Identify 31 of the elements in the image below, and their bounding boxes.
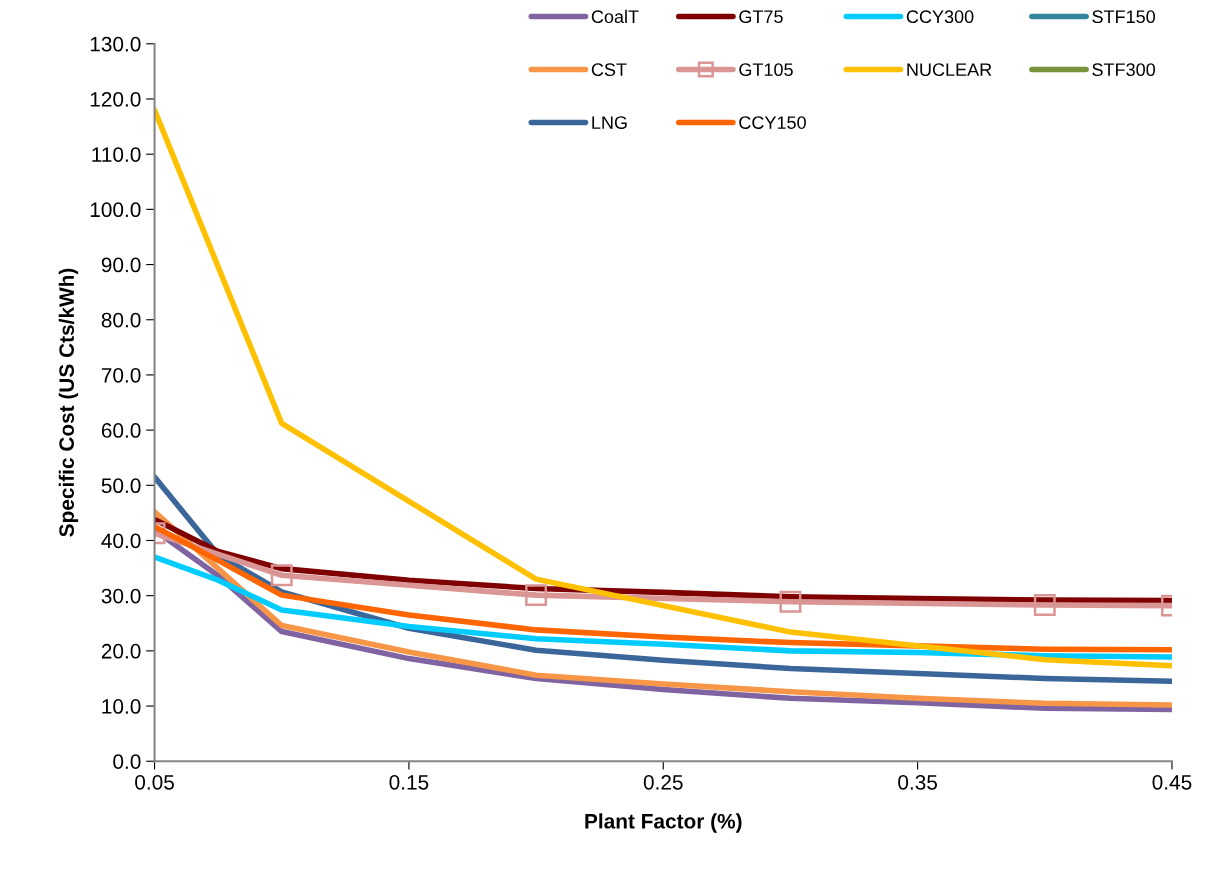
y-tick-label: 20.0 bbox=[101, 643, 141, 659]
x-tick-label: 0.35 bbox=[898, 774, 938, 790]
y-tick-label: 60.0 bbox=[101, 423, 141, 438]
y-tick-label: 110.0 bbox=[92, 147, 141, 162]
y-tick-label: 80.0 bbox=[101, 312, 141, 328]
y-tick-label: 100.0 bbox=[90, 202, 141, 218]
y-axis-title: Specific Cost (US Cts/kWh) bbox=[58, 268, 79, 537]
x-tick-label: 0.45 bbox=[1152, 774, 1192, 790]
legend-label: CCY150 bbox=[739, 116, 806, 129]
x-axis-title: Plant Factor (%) bbox=[585, 813, 742, 833]
x-tick-label: 0.25 bbox=[643, 774, 683, 790]
legend-label: CoalT bbox=[591, 9, 639, 24]
legend-label: CST bbox=[591, 63, 627, 77]
legend-label: STF300 bbox=[1092, 63, 1156, 77]
x-tick-label: 0.15 bbox=[389, 774, 429, 790]
y-tick-label: 90.0 bbox=[101, 257, 141, 273]
y-tick-label: 130.0 bbox=[90, 36, 141, 52]
legend-label: STF150 bbox=[1092, 10, 1156, 24]
x-tick-label: 0.05 bbox=[135, 774, 174, 790]
legend-label: GT105 bbox=[739, 63, 793, 77]
legend-label: GT75 bbox=[739, 10, 783, 24]
legend-label: CCY300 bbox=[906, 10, 974, 24]
y-tick-label: 10.0 bbox=[102, 699, 141, 714]
legend-label: NUCLEAR bbox=[907, 63, 992, 77]
legend-label: LNG bbox=[592, 116, 627, 129]
y-tick-label: 40.0 bbox=[101, 533, 141, 549]
y-tick-label: 70.0 bbox=[101, 367, 141, 383]
y-tick-label: 120.0 bbox=[90, 91, 141, 107]
y-tick-label: 50.0 bbox=[101, 478, 141, 494]
y-tick-label: 0.0 bbox=[113, 754, 141, 769]
y-tick-label: 30.0 bbox=[101, 588, 141, 604]
